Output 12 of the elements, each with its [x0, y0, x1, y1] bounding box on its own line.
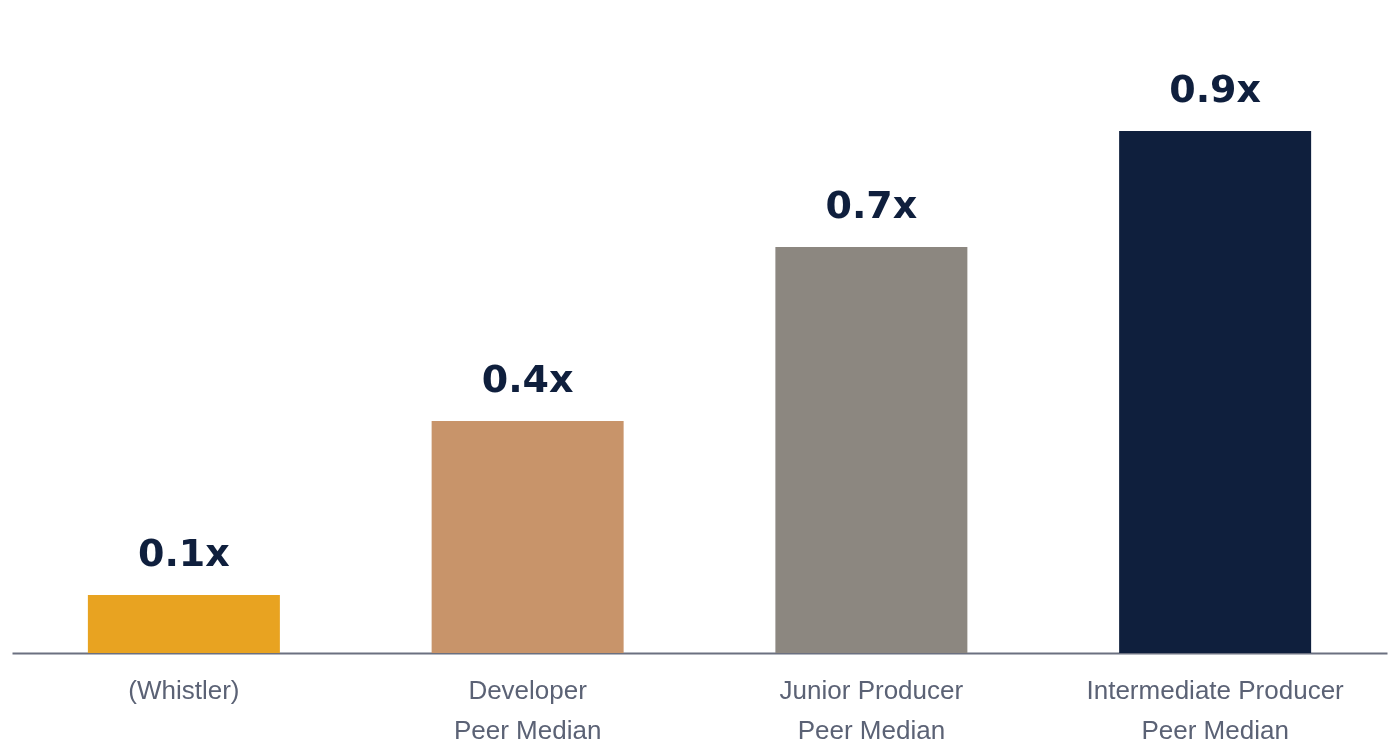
- bar: [431, 421, 624, 653]
- x-tick-label: Junior Producer Peer Median: [779, 674, 964, 745]
- bar: [87, 595, 280, 653]
- bar: [775, 247, 968, 653]
- bar: [1119, 131, 1312, 653]
- x-tick-label: Intermediate Producer Peer Median: [1086, 674, 1345, 745]
- data-label: 0.4x: [481, 357, 574, 401]
- x-tick-label: Developer Peer Median: [453, 674, 602, 745]
- data-label: 0.9x: [1169, 67, 1262, 111]
- x-tick-label: (Whistler): [128, 674, 240, 705]
- data-label: 0.1x: [137, 531, 230, 575]
- data-label: 0.7x: [825, 183, 918, 227]
